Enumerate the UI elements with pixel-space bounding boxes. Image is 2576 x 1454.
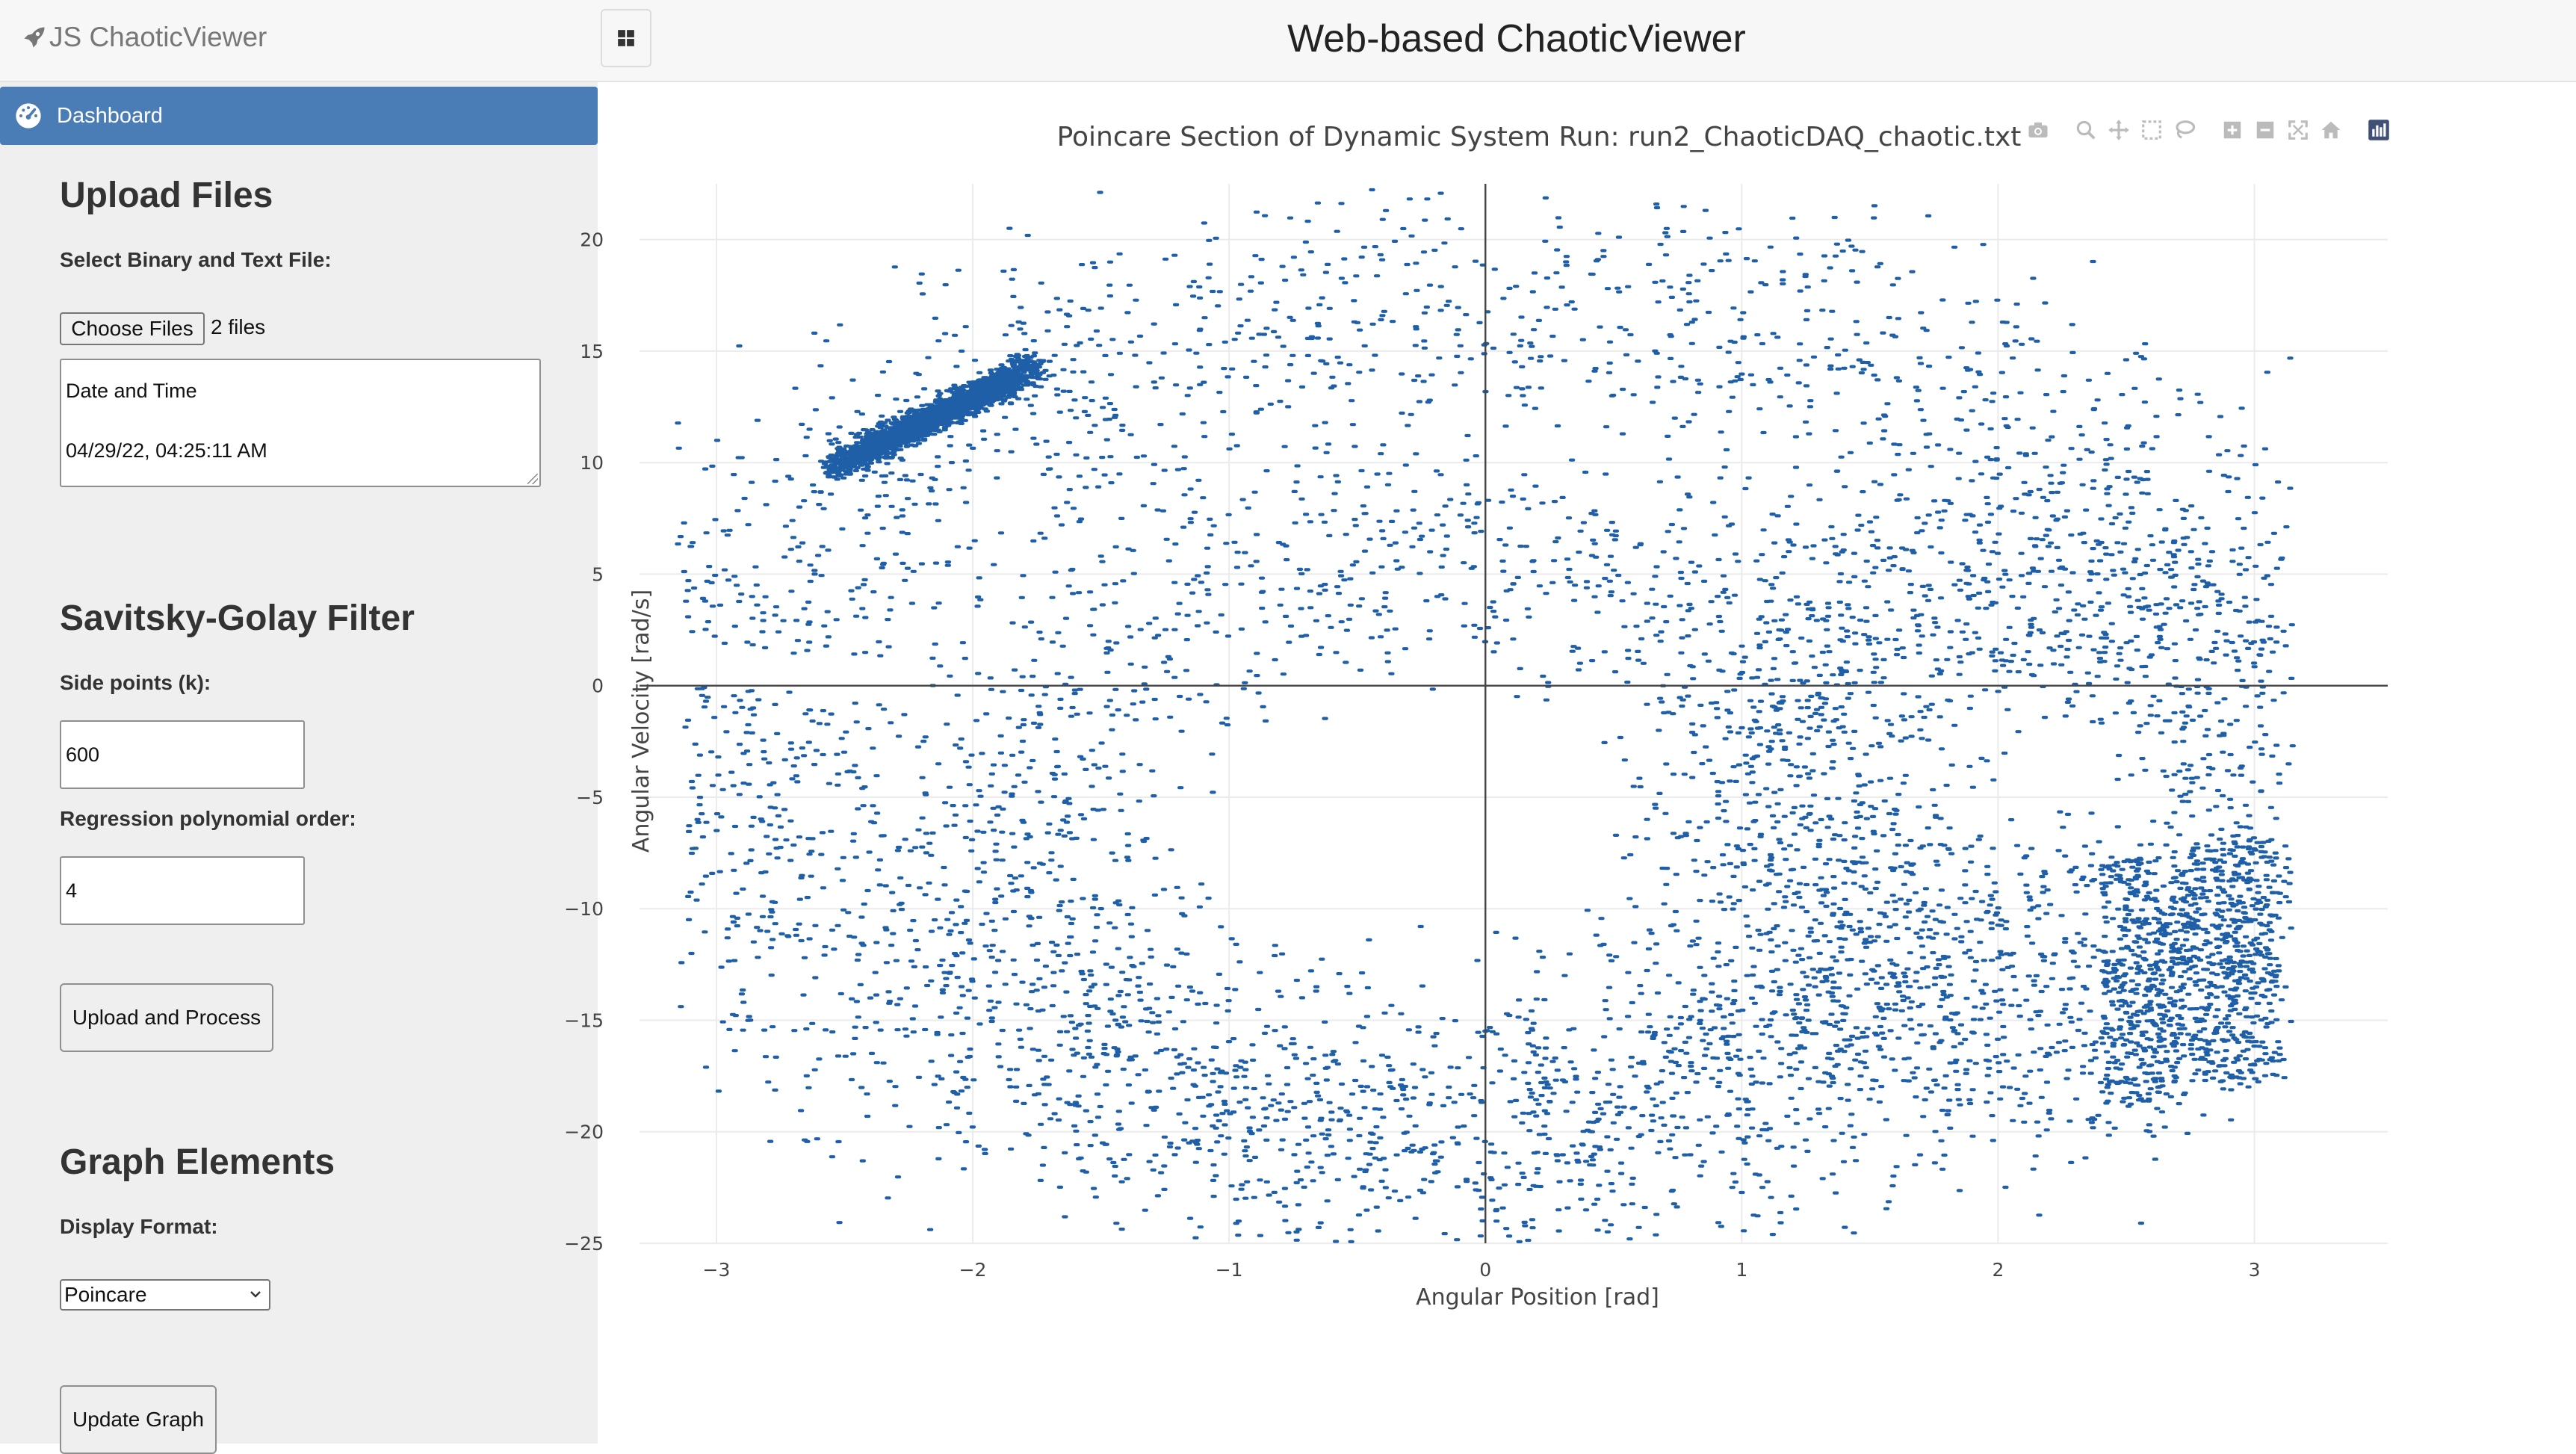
y-tick-label: −25 [564,1233,604,1255]
graph-heading: Graph Elements [60,1142,335,1182]
x-tick-label: 0 [1479,1259,1491,1281]
pan-icon[interactable] [2102,117,2135,143]
file-info-textarea[interactable]: Date and Time 04/29/22, 04:25:11 AM [60,359,541,487]
top-navbar: JS ChaoticViewer Web-based ChaoticViewer [0,0,2576,82]
zoom-out-icon[interactable] [2249,117,2282,143]
reset-axes-icon[interactable] [2315,117,2347,143]
poly-order-input[interactable]: 4 [60,856,305,925]
info-line-1: Date and Time [66,380,197,402]
side-points-input[interactable]: 600 [60,720,305,789]
display-format-select[interactable]: Poincare [60,1279,270,1311]
upload-process-button[interactable]: Upload and Process [60,983,273,1052]
grid-icon [618,30,634,46]
scatter-markers [675,188,2296,1243]
display-format-label: Display Format: [60,1215,218,1238]
brand-label: JS ChaoticViewer [49,22,267,52]
file-count-text: 2 files [211,315,266,338]
x-tick-label: 1 [1736,1259,1747,1281]
sidebar-item-label: Dashboard [57,103,163,128]
camera-icon[interactable] [2022,117,2055,143]
choose-files-button[interactable]: Choose Files [60,312,205,345]
side-points-label: Side points (k): [60,671,211,694]
zero-lines [640,184,2388,1243]
resize-grip-icon[interactable] [527,474,538,484]
y-tick-label: −10 [564,898,604,920]
y-tick-label: −5 [576,787,604,808]
sidebar: Dashboard Upload Files Select Binary and… [0,82,598,1454]
upload-heading: Upload Files [60,176,273,215]
poly-order-label: Regression polynomial order: [60,807,356,830]
plotly-logo-icon[interactable] [2362,117,2395,143]
brand[interactable]: JS ChaoticViewer [21,16,267,58]
info-line-2: 04/29/22, 04:25:11 AM [66,439,267,462]
x-tick-label: −2 [959,1259,987,1281]
y-tick-label: 0 [592,675,604,697]
display-format-value: Poincare [64,1283,147,1306]
x-axis-label: Angular Position [rad] [1416,1284,1659,1311]
x-tick-label: −3 [703,1259,731,1281]
y-tick-label: 10 [580,452,604,474]
x-tick-label: 3 [2249,1259,2261,1281]
zoom-icon[interactable] [2069,117,2102,143]
y-tick-label: 15 [580,341,604,362]
chart-modebar [2022,117,2395,143]
y-tick-label: 5 [592,563,604,585]
y-axis-label: Angular Velocity [rad/s] [628,590,654,853]
data-points [675,188,2296,1243]
sidebar-item-dashboard[interactable]: Dashboard [0,87,598,145]
dashboard-gauge-icon [16,103,41,129]
zoom-in-icon[interactable] [2216,117,2249,143]
update-graph-button[interactable]: Update Graph [60,1385,217,1454]
y-tick-label: −20 [564,1122,604,1143]
chevron-down-icon [250,1291,261,1298]
page-title: Web-based ChaoticViewer [1287,17,1746,61]
file-select-label: Select Binary and Text File: [60,248,332,271]
y-tick-label: 20 [580,229,604,251]
chart-title: Poincare Section of Dynamic System Run: … [1056,122,2022,152]
y-tick-label: −15 [564,1009,604,1031]
x-tick-label: −1 [1216,1259,1243,1281]
filter-heading: Savitsky-Golay Filter [60,598,415,638]
autoscale-icon[interactable] [2282,117,2315,143]
x-tick-label: 2 [1993,1259,2004,1281]
lasso-icon[interactable] [2168,117,2201,143]
sidebar-toggle-button[interactable] [601,9,651,67]
box-select-icon[interactable] [2135,117,2168,143]
rocket-icon [24,27,45,48]
